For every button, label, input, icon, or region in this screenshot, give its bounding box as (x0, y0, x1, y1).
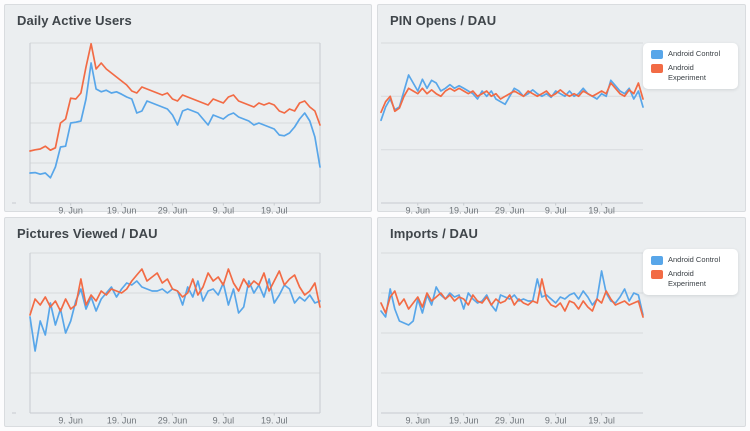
legend: Android Control Android Experiment (643, 249, 738, 295)
x-axis-tick-label: 19. Jul (588, 416, 615, 426)
legend-swatch-icon (651, 256, 663, 265)
x-axis-tick-label: 9. Jun (58, 206, 83, 216)
legend-item-android-experiment[interactable]: Android Experiment (651, 269, 730, 289)
series-line-android-experiment (29, 42, 321, 152)
x-axis-tick-label: 9. Jun (406, 416, 431, 426)
legend-item-android-experiment[interactable]: Android Experiment (651, 63, 730, 83)
x-axis-tick-label: 19. Jun (449, 206, 479, 216)
x-axis: 9. Jun 19. Jun 29. Jun 9. Jul 19. Jul (381, 202, 643, 216)
legend-label: Android Experiment (668, 63, 706, 82)
legend-item-android-control[interactable]: Android Control (651, 255, 730, 265)
series-line-android-control (29, 62, 321, 179)
gridlines (381, 252, 643, 374)
legend-swatch-icon (651, 50, 663, 59)
x-axis-tick-label: 9. Jul (545, 416, 567, 426)
gridlines (12, 252, 321, 414)
x-axis-tick-label: 19. Jun (449, 416, 479, 426)
series-line-android-experiment (380, 82, 644, 114)
x-axis-tick-label: 29. Jun (495, 416, 525, 426)
x-axis-tick-label: 29. Jun (495, 206, 525, 216)
x-axis-tick-label: 19. Jun (107, 206, 137, 216)
x-axis: 9. Jun 19. Jun 29. Jun 9. Jul 19. Jul (30, 412, 320, 426)
x-axis: 9. Jun 19. Jun 29. Jun 9. Jul 19. Jul (30, 202, 320, 216)
x-axis-tick-label: 9. Jul (213, 206, 235, 216)
x-axis-tick-label: 9. Jun (406, 206, 431, 216)
x-axis-tick-label: 19. Jul (261, 416, 288, 426)
chart-canvas-pictures-viewed-dau: 9. Jun 19. Jun 29. Jun 9. Jul 19. Jul (12, 252, 321, 426)
x-axis-tick-label: 19. Jul (588, 206, 615, 216)
legend-swatch-icon (651, 270, 663, 279)
x-axis: 9. Jun 19. Jun 29. Jun 9. Jul 19. Jul (381, 412, 643, 426)
legend-item-android-control[interactable]: Android Control (651, 49, 730, 59)
x-axis-tick-label: 19. Jul (261, 206, 288, 216)
chart-canvas-imports-dau: 9. Jun 19. Jun 29. Jun 9. Jul 19. Jul (380, 252, 644, 426)
x-axis-tick-label: 9. Jul (213, 416, 235, 426)
x-axis-tick-label: 19. Jun (107, 416, 137, 426)
x-axis-tick-label: 29. Jun (158, 416, 188, 426)
series-line-android-experiment (29, 268, 321, 316)
chart-canvas-pin-opens-dau: 9. Jun 19. Jun 29. Jun 9. Jul 19. Jul (380, 42, 644, 216)
chart-title: Imports / DAU (390, 226, 478, 241)
chart-title: PIN Opens / DAU (390, 13, 497, 28)
chart-title: Daily Active Users (17, 13, 132, 28)
x-axis-tick-label: 9. Jun (58, 416, 83, 426)
chart-canvas-daily-active-users: 9. Jun 19. Jun 29. Jun 9. Jul 19. Jul (12, 42, 321, 216)
chart-card-daily-active-users: Daily Active Users 9. Jun 19. Jun 29. Jun 9… (4, 4, 372, 216)
x-axis-tick-label: 9. Jul (545, 206, 567, 216)
series-line-android-control (380, 270, 644, 326)
series-line-android-experiment (380, 278, 644, 318)
legend-label: Android Control (668, 49, 721, 58)
legend-swatch-icon (651, 64, 663, 73)
gridlines (381, 42, 643, 151)
legend-label: Android Control (668, 255, 721, 264)
series-line-android-control (380, 74, 644, 122)
chart-card-pin-opens-dau: PIN Opens / DAU 9. Jun 19. Jun 29. Jun 9. J… (377, 4, 746, 216)
chart-card-pictures-viewed-dau: Pictures Viewed / DAU 9. Jun 19. Jun 29. J… (4, 217, 372, 427)
x-axis-tick-label: 29. Jun (158, 206, 188, 216)
chart-card-imports-dau: Imports / DAU 9. Jun 19. Jun 29. Jun 9. Jul… (377, 217, 746, 427)
legend-label: Android Experiment (668, 269, 706, 288)
legend: Android Control Android Experiment (643, 43, 738, 89)
gridlines (12, 42, 321, 204)
chart-title: Pictures Viewed / DAU (17, 226, 158, 241)
